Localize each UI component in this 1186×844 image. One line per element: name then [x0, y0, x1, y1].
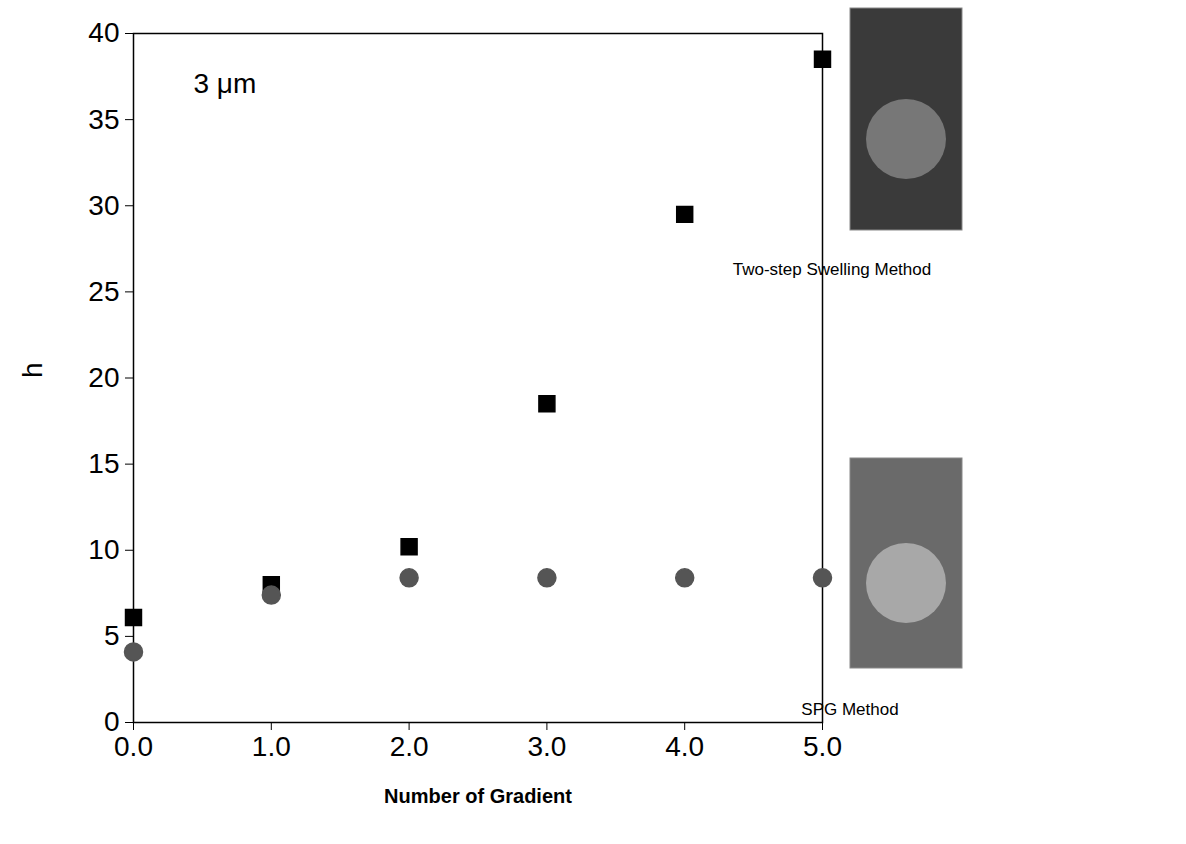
svg-text:35: 35 — [88, 104, 119, 135]
svg-text:40: 40 — [88, 17, 119, 48]
svg-text:0.0: 0.0 — [114, 731, 153, 762]
svg-text:20: 20 — [88, 362, 119, 393]
svg-text:30: 30 — [88, 190, 119, 221]
svg-text:25: 25 — [88, 276, 119, 307]
svg-text:0: 0 — [104, 706, 120, 737]
svg-text:5.0: 5.0 — [803, 731, 842, 762]
svg-text:1.0: 1.0 — [252, 731, 291, 762]
svg-text:5: 5 — [104, 620, 120, 651]
svg-text:Number of Gradient: Number of Gradient — [384, 785, 572, 807]
svg-text:3.0: 3.0 — [527, 731, 566, 762]
svg-text:10: 10 — [88, 534, 119, 565]
svg-text:SPG Method: SPG Method — [801, 700, 898, 719]
svg-text:Two-step Swelling Method: Two-step Swelling Method — [733, 260, 931, 279]
svg-text:3 μm: 3 μm — [194, 68, 257, 99]
svg-text:4.0: 4.0 — [665, 731, 704, 762]
svg-text:2.0: 2.0 — [390, 731, 429, 762]
svg-text:h: h — [17, 362, 48, 378]
svg-text:15: 15 — [88, 448, 119, 479]
